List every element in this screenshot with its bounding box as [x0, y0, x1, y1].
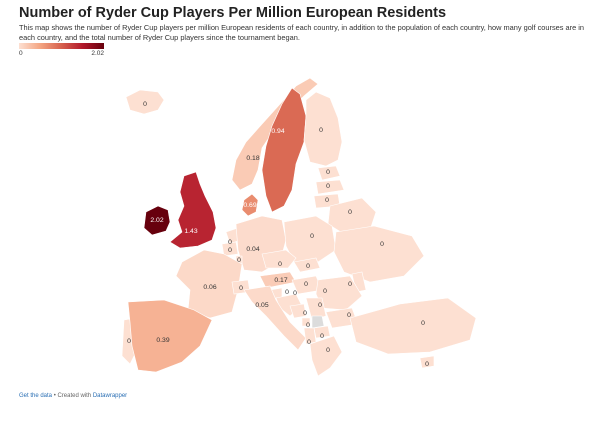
value-label-latvia: 0 [326, 183, 330, 190]
footer-separator: • Created with [52, 393, 93, 399]
country-iceland[interactable] [125, 89, 165, 115]
value-label-sweden: 0.94 [271, 128, 284, 135]
legend-min-label: 0 [19, 50, 23, 57]
value-label-lithuania: 0 [325, 197, 329, 204]
country-belgium[interactable] [221, 241, 239, 257]
legend-max-label: 2.02 [91, 50, 104, 57]
country-italy[interactable] [243, 285, 307, 351]
value-label-slovakia: 0 [306, 263, 310, 270]
country-greece[interactable] [309, 335, 343, 377]
value-label-france: 0.06 [203, 284, 216, 291]
country-latvia[interactable] [315, 179, 345, 195]
value-label-greece: 0 [326, 347, 330, 354]
map-description: This map shows the number of Ryder Cup p… [19, 23, 585, 42]
country-slovakia[interactable] [293, 257, 321, 273]
value-label-czechia: 0 [278, 261, 282, 268]
value-label-croatia: 0 [293, 290, 297, 297]
value-label-uk: 1.43 [184, 228, 197, 235]
color-legend: 0 2.02 [19, 43, 104, 58]
value-label-slovenia: 0 [285, 289, 289, 296]
get-the-data-link[interactable]: Get the data [19, 393, 53, 399]
value-label-spain: 0.39 [156, 337, 169, 344]
country-estonia[interactable] [317, 165, 341, 181]
country-bosnia[interactable] [289, 303, 307, 319]
country-north-macedonia[interactable] [313, 325, 331, 339]
country-sweden[interactable] [261, 87, 307, 213]
value-label-ireland: 2.02 [150, 217, 163, 224]
country-denmark[interactable] [241, 193, 259, 217]
country-serbia[interactable] [305, 297, 327, 321]
value-label-albania: 0 [307, 339, 311, 346]
country-poland[interactable] [283, 215, 337, 263]
map-title: Number of Ryder Cup Players Per Million … [19, 5, 447, 21]
value-label-italy: 0.05 [255, 302, 268, 309]
value-label-bulgaria: 0 [347, 312, 351, 319]
value-label-iceland: 0 [143, 101, 147, 108]
country-spain[interactable] [127, 299, 213, 373]
value-label-ukraine: 0 [380, 241, 384, 248]
value-label-poland: 0 [310, 233, 314, 240]
country-france[interactable] [175, 249, 243, 319]
value-label-belgium: 0 [228, 247, 232, 254]
value-label-hungary: 0 [304, 281, 308, 288]
value-label-denmark: 0.69 [243, 202, 256, 209]
legend-gradient-bar [19, 43, 104, 49]
datawrapper-link[interactable]: Datawrapper [92, 393, 128, 399]
value-label-estonia: 0 [326, 169, 330, 176]
value-label-bosnia: 0 [303, 310, 307, 317]
country-finland[interactable] [303, 91, 343, 167]
value-label-north-macedonia: 0 [320, 333, 324, 340]
country-montenegro[interactable] [301, 317, 311, 327]
country-ireland[interactable] [143, 205, 171, 236]
value-label-portugal: 0 [127, 338, 131, 345]
value-label-cyprus: 0 [425, 361, 429, 368]
value-label-serbia: 0 [318, 302, 322, 309]
value-label-montenegro: 0 [306, 322, 310, 329]
value-label-luxembourg: 0 [237, 257, 241, 264]
value-label-germany: 0.04 [246, 246, 259, 253]
country-cyprus[interactable] [419, 355, 435, 369]
country-czechia[interactable] [261, 249, 297, 269]
country-turkey[interactable] [349, 297, 477, 355]
value-label-switzerland: 0 [239, 285, 243, 292]
map-footer: Get the data • Created with Datawrapper [19, 393, 127, 399]
country-uk[interactable] [169, 171, 217, 249]
value-label-turkey: 0 [421, 320, 425, 327]
value-label-romania: 0 [323, 288, 327, 295]
country-norway[interactable] [231, 77, 319, 191]
country-ukraine[interactable] [333, 225, 425, 283]
value-label-belarus: 0 [348, 209, 352, 216]
value-label-norway: 0.18 [246, 155, 259, 162]
value-label-moldova: 0 [348, 281, 352, 288]
value-label-netherlands: 0 [228, 239, 232, 246]
value-label-finland: 0 [319, 127, 323, 134]
value-label-austria: 0.17 [274, 277, 287, 284]
country-kosovo[interactable] [311, 315, 325, 329]
